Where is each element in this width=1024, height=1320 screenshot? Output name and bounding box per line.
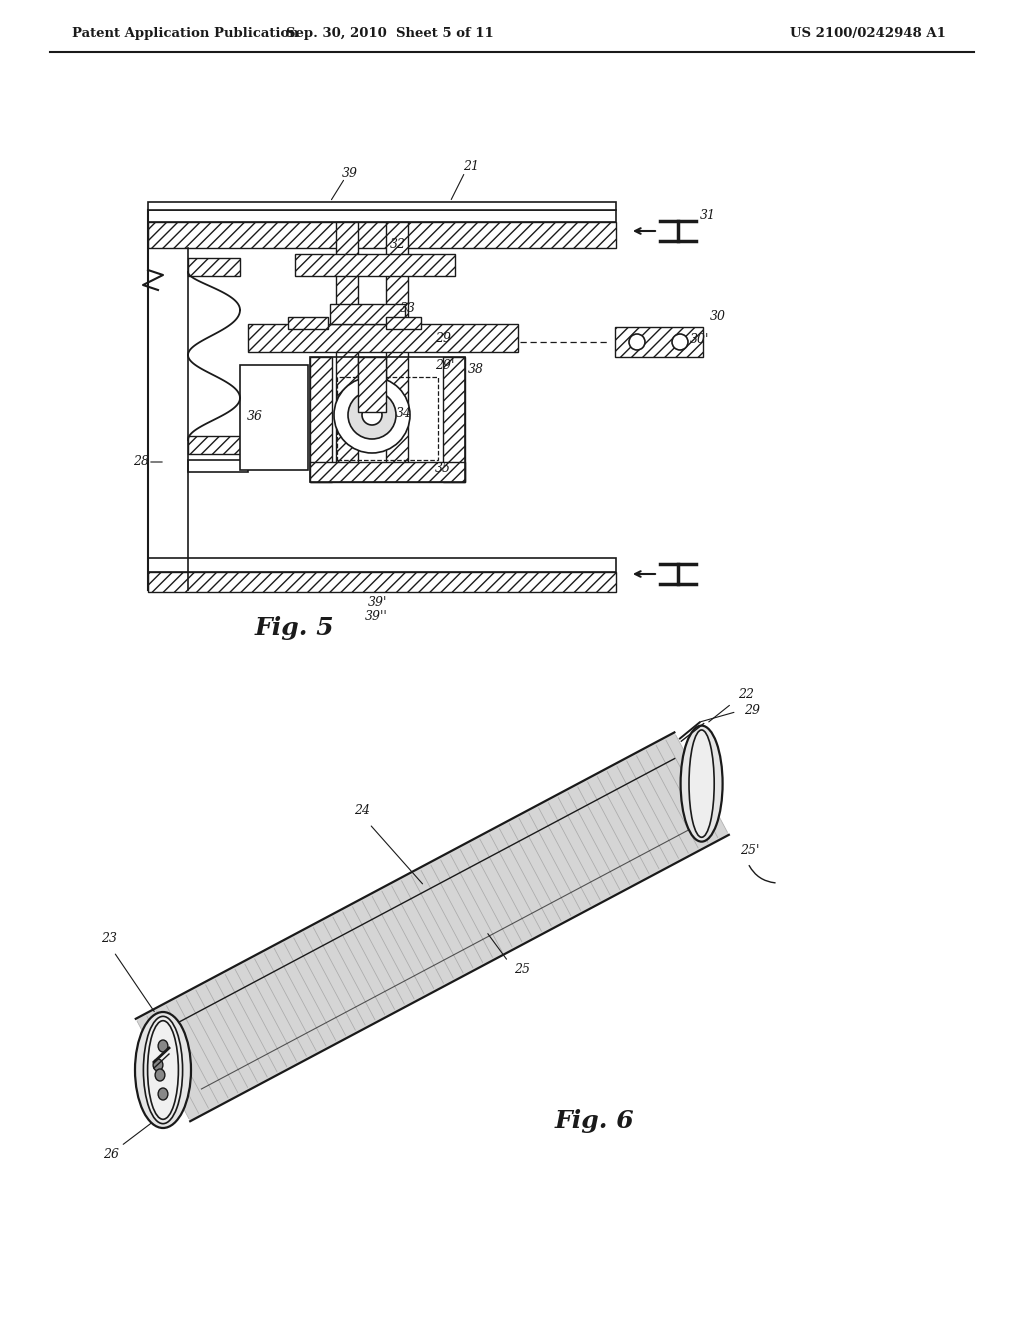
- Circle shape: [629, 334, 645, 350]
- Ellipse shape: [154, 1059, 163, 1071]
- Ellipse shape: [158, 1088, 168, 1100]
- Circle shape: [348, 391, 396, 440]
- Bar: [148, 572, 616, 591]
- Text: 35: 35: [435, 462, 451, 475]
- Ellipse shape: [143, 1016, 182, 1123]
- Bar: [386, 222, 408, 473]
- Text: 23: 23: [100, 932, 117, 945]
- Ellipse shape: [135, 1012, 191, 1129]
- Ellipse shape: [689, 730, 714, 837]
- Text: Sep. 30, 2010  Sheet 5 of 11: Sep. 30, 2010 Sheet 5 of 11: [286, 26, 494, 40]
- Bar: [310, 356, 332, 482]
- Bar: [148, 558, 616, 572]
- Text: 32: 32: [390, 238, 406, 251]
- Text: 25: 25: [514, 964, 530, 977]
- Text: 30': 30': [690, 333, 710, 346]
- Circle shape: [334, 378, 410, 453]
- Ellipse shape: [155, 1069, 165, 1081]
- Bar: [386, 317, 421, 329]
- Ellipse shape: [681, 726, 723, 842]
- Text: 39': 39': [368, 597, 387, 609]
- Text: 36: 36: [247, 411, 263, 422]
- Bar: [240, 366, 308, 470]
- Bar: [310, 356, 465, 482]
- Text: Fig. 6: Fig. 6: [555, 1109, 635, 1133]
- Text: 21: 21: [463, 160, 479, 173]
- Text: 34: 34: [396, 407, 412, 420]
- Bar: [615, 327, 703, 356]
- Text: 25': 25': [739, 843, 759, 857]
- Text: Patent Application Publication: Patent Application Publication: [72, 26, 299, 40]
- Text: 38: 38: [468, 363, 484, 376]
- Text: 39'': 39'': [365, 610, 388, 623]
- Bar: [148, 202, 616, 210]
- Text: Fig. 5: Fig. 5: [255, 616, 335, 640]
- Bar: [188, 257, 240, 276]
- Bar: [295, 253, 455, 276]
- Text: 26: 26: [103, 1148, 119, 1162]
- Bar: [248, 323, 518, 352]
- Bar: [288, 317, 328, 329]
- Bar: [148, 210, 616, 222]
- Text: 39: 39: [342, 168, 358, 180]
- Circle shape: [362, 405, 382, 425]
- Bar: [337, 378, 438, 459]
- Text: US 2100/0242948 A1: US 2100/0242948 A1: [790, 26, 946, 40]
- Polygon shape: [136, 733, 729, 1121]
- Text: 22: 22: [737, 688, 754, 701]
- Text: 29: 29: [435, 333, 451, 345]
- Bar: [443, 356, 465, 482]
- Bar: [188, 459, 248, 473]
- Bar: [148, 222, 616, 248]
- Circle shape: [672, 334, 688, 350]
- Text: 29: 29: [743, 704, 760, 717]
- Bar: [188, 436, 248, 454]
- Text: 29': 29': [435, 359, 455, 372]
- Text: 30: 30: [710, 310, 726, 323]
- Ellipse shape: [147, 1020, 178, 1119]
- Bar: [310, 462, 465, 482]
- Text: 31: 31: [700, 209, 716, 222]
- Text: 28: 28: [133, 455, 150, 469]
- Bar: [336, 222, 358, 473]
- Text: 24: 24: [354, 804, 371, 817]
- Bar: [358, 356, 386, 412]
- Bar: [330, 304, 406, 323]
- Ellipse shape: [158, 1040, 168, 1052]
- Text: 33: 33: [400, 302, 416, 315]
